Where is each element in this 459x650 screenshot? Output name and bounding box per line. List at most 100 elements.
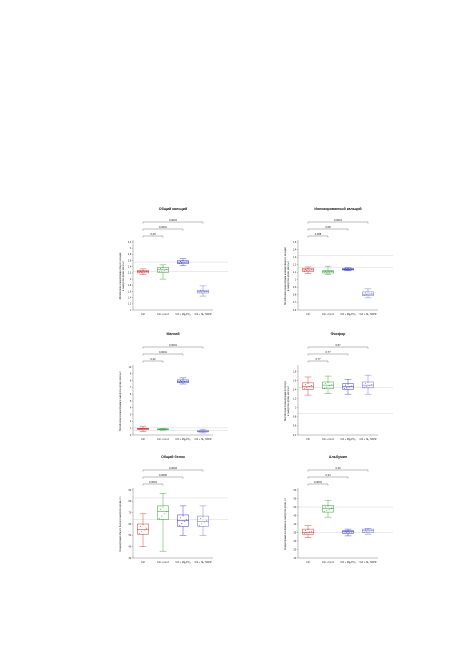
y-axis-label-line: в сыворотке крови, ммоль/л xyxy=(288,385,290,416)
chart-svg: Общий белок 30 40 50 60 70 80 90 Концентрация об… xyxy=(120,455,228,564)
data-point xyxy=(345,384,346,386)
box-iqr xyxy=(322,381,334,389)
x-tick-label: Ctrl xyxy=(306,313,310,316)
y-tick-label: 3 xyxy=(130,413,132,416)
data-point xyxy=(186,380,188,382)
data-point xyxy=(200,430,201,432)
y-tick-label: 1,2 xyxy=(293,398,297,401)
chart-svg: Магний 0 1 2 3 4 5 6 7 8 9 10 Метаболизм концентраци… xyxy=(120,332,228,441)
y-tick-label: 0,6 xyxy=(293,309,297,312)
y-tick-label: 70 xyxy=(129,511,132,514)
x-tick-label: Ctrl + Ion-0 xyxy=(157,561,170,564)
y-tick-label: 30 xyxy=(129,557,132,560)
comparison-bracket xyxy=(307,360,329,363)
p-value-label: 0,0004 xyxy=(169,466,177,470)
data-point xyxy=(365,292,366,294)
data-point xyxy=(307,529,309,530)
x-tick-label: Ctrl + Mg₃PO₄ xyxy=(340,561,355,564)
data-point xyxy=(162,267,164,269)
y-tick-label: 45 xyxy=(294,514,297,517)
y-tick-label: 1,6 xyxy=(128,290,132,293)
p-value-label: 0,0001 xyxy=(334,218,342,222)
p-value-label: 0,57 xyxy=(335,343,341,347)
data-point xyxy=(206,290,208,292)
data-point xyxy=(368,384,370,386)
data-point xyxy=(140,270,141,272)
y-tick-label: 0,9 xyxy=(293,286,297,289)
comparison-bracket xyxy=(307,228,349,231)
data-point xyxy=(345,530,346,532)
p-value-label: 0,0001 xyxy=(159,225,167,229)
y-axis-label: Концентрация общего белка в сыворотке кр… xyxy=(120,496,122,551)
chart-svg: Ионизированный кальций 0,6 0,7 0,8 0,9 1 1,1 1,… xyxy=(285,207,393,316)
data-point xyxy=(303,270,305,272)
data-point xyxy=(166,511,168,512)
data-point xyxy=(160,428,161,430)
y-tick-label: 20 xyxy=(294,557,297,560)
y-tick-label: 2,8 xyxy=(128,253,132,256)
data-point xyxy=(201,431,203,433)
data-point xyxy=(138,428,140,430)
data-point xyxy=(138,272,140,274)
data-point xyxy=(327,270,329,272)
data-point xyxy=(141,428,143,430)
data-point xyxy=(200,518,201,520)
data-point xyxy=(206,519,208,521)
data-point xyxy=(348,531,350,533)
y-tick-label: 35 xyxy=(294,531,297,534)
data-point xyxy=(143,428,145,430)
comparison-bracket xyxy=(142,346,204,349)
data-point xyxy=(323,387,325,389)
data-point xyxy=(178,524,180,526)
comparison-bracket xyxy=(142,476,184,479)
x-tick-label: Ctrl xyxy=(141,561,145,564)
y-tick-label: 1,6 xyxy=(293,379,297,382)
box-iqr xyxy=(177,514,189,527)
data-point xyxy=(325,506,326,508)
data-point xyxy=(305,268,306,270)
data-point xyxy=(161,428,163,430)
data-point xyxy=(326,509,328,511)
box-iqr xyxy=(197,515,209,527)
data-point xyxy=(348,268,350,270)
y-tick-label: 25 xyxy=(294,548,297,551)
p-value-label: 0,0001 xyxy=(149,480,157,484)
data-point xyxy=(163,513,165,515)
data-point xyxy=(201,291,203,293)
data-point xyxy=(346,269,348,271)
data-point xyxy=(182,260,184,262)
data-point xyxy=(343,388,345,390)
chart-svg: Фосфор 0,4 0,6 0,8 1 1,2 1,4 1,6 1,8 Метаболизм к… xyxy=(284,332,393,441)
y-tick-label: 1,2 xyxy=(293,263,297,266)
data-point xyxy=(331,384,333,386)
y-tick-label: 1,8 xyxy=(128,284,132,287)
data-point xyxy=(343,269,345,271)
data-point xyxy=(142,427,144,429)
y-axis-label-line: Метаболизм концентрации в сыворотке кров… xyxy=(120,371,122,431)
comparison-bracket xyxy=(307,483,329,486)
data-point xyxy=(183,261,185,263)
data-point xyxy=(142,270,144,272)
data-point xyxy=(140,428,141,429)
y-tick-label: 40 xyxy=(294,523,297,526)
p-value-label: 0,08 xyxy=(325,225,331,229)
x-tick-label: Ctrl + Mg₃PO₄ xyxy=(175,561,190,564)
y-tick-label: 1,4 xyxy=(293,248,297,251)
chart-title: Ионизированный кальций xyxy=(314,207,361,211)
data-point xyxy=(158,517,160,519)
data-point xyxy=(363,531,365,533)
chart-panel: Общий белок 30 40 50 60 70 80 90 Концентрация об… xyxy=(85,448,250,588)
data-point xyxy=(331,271,333,273)
data-point xyxy=(162,506,164,508)
data-point xyxy=(323,511,325,512)
y-tick-label: 90 xyxy=(129,489,132,492)
chart-panel: Общий кальций 1 1,2 1,4 1,6 1,8 2 2,2 2,4 2,6 2,8 3… xyxy=(85,200,250,340)
data-point xyxy=(365,529,366,531)
data-point xyxy=(182,515,184,517)
p-value-label: 0,40 xyxy=(150,232,156,236)
box-iqr xyxy=(362,381,374,389)
data-point xyxy=(158,429,160,430)
data-point xyxy=(182,379,184,381)
y-tick-label: 1 xyxy=(295,407,297,410)
chart-title: Общий кальций xyxy=(159,207,187,211)
